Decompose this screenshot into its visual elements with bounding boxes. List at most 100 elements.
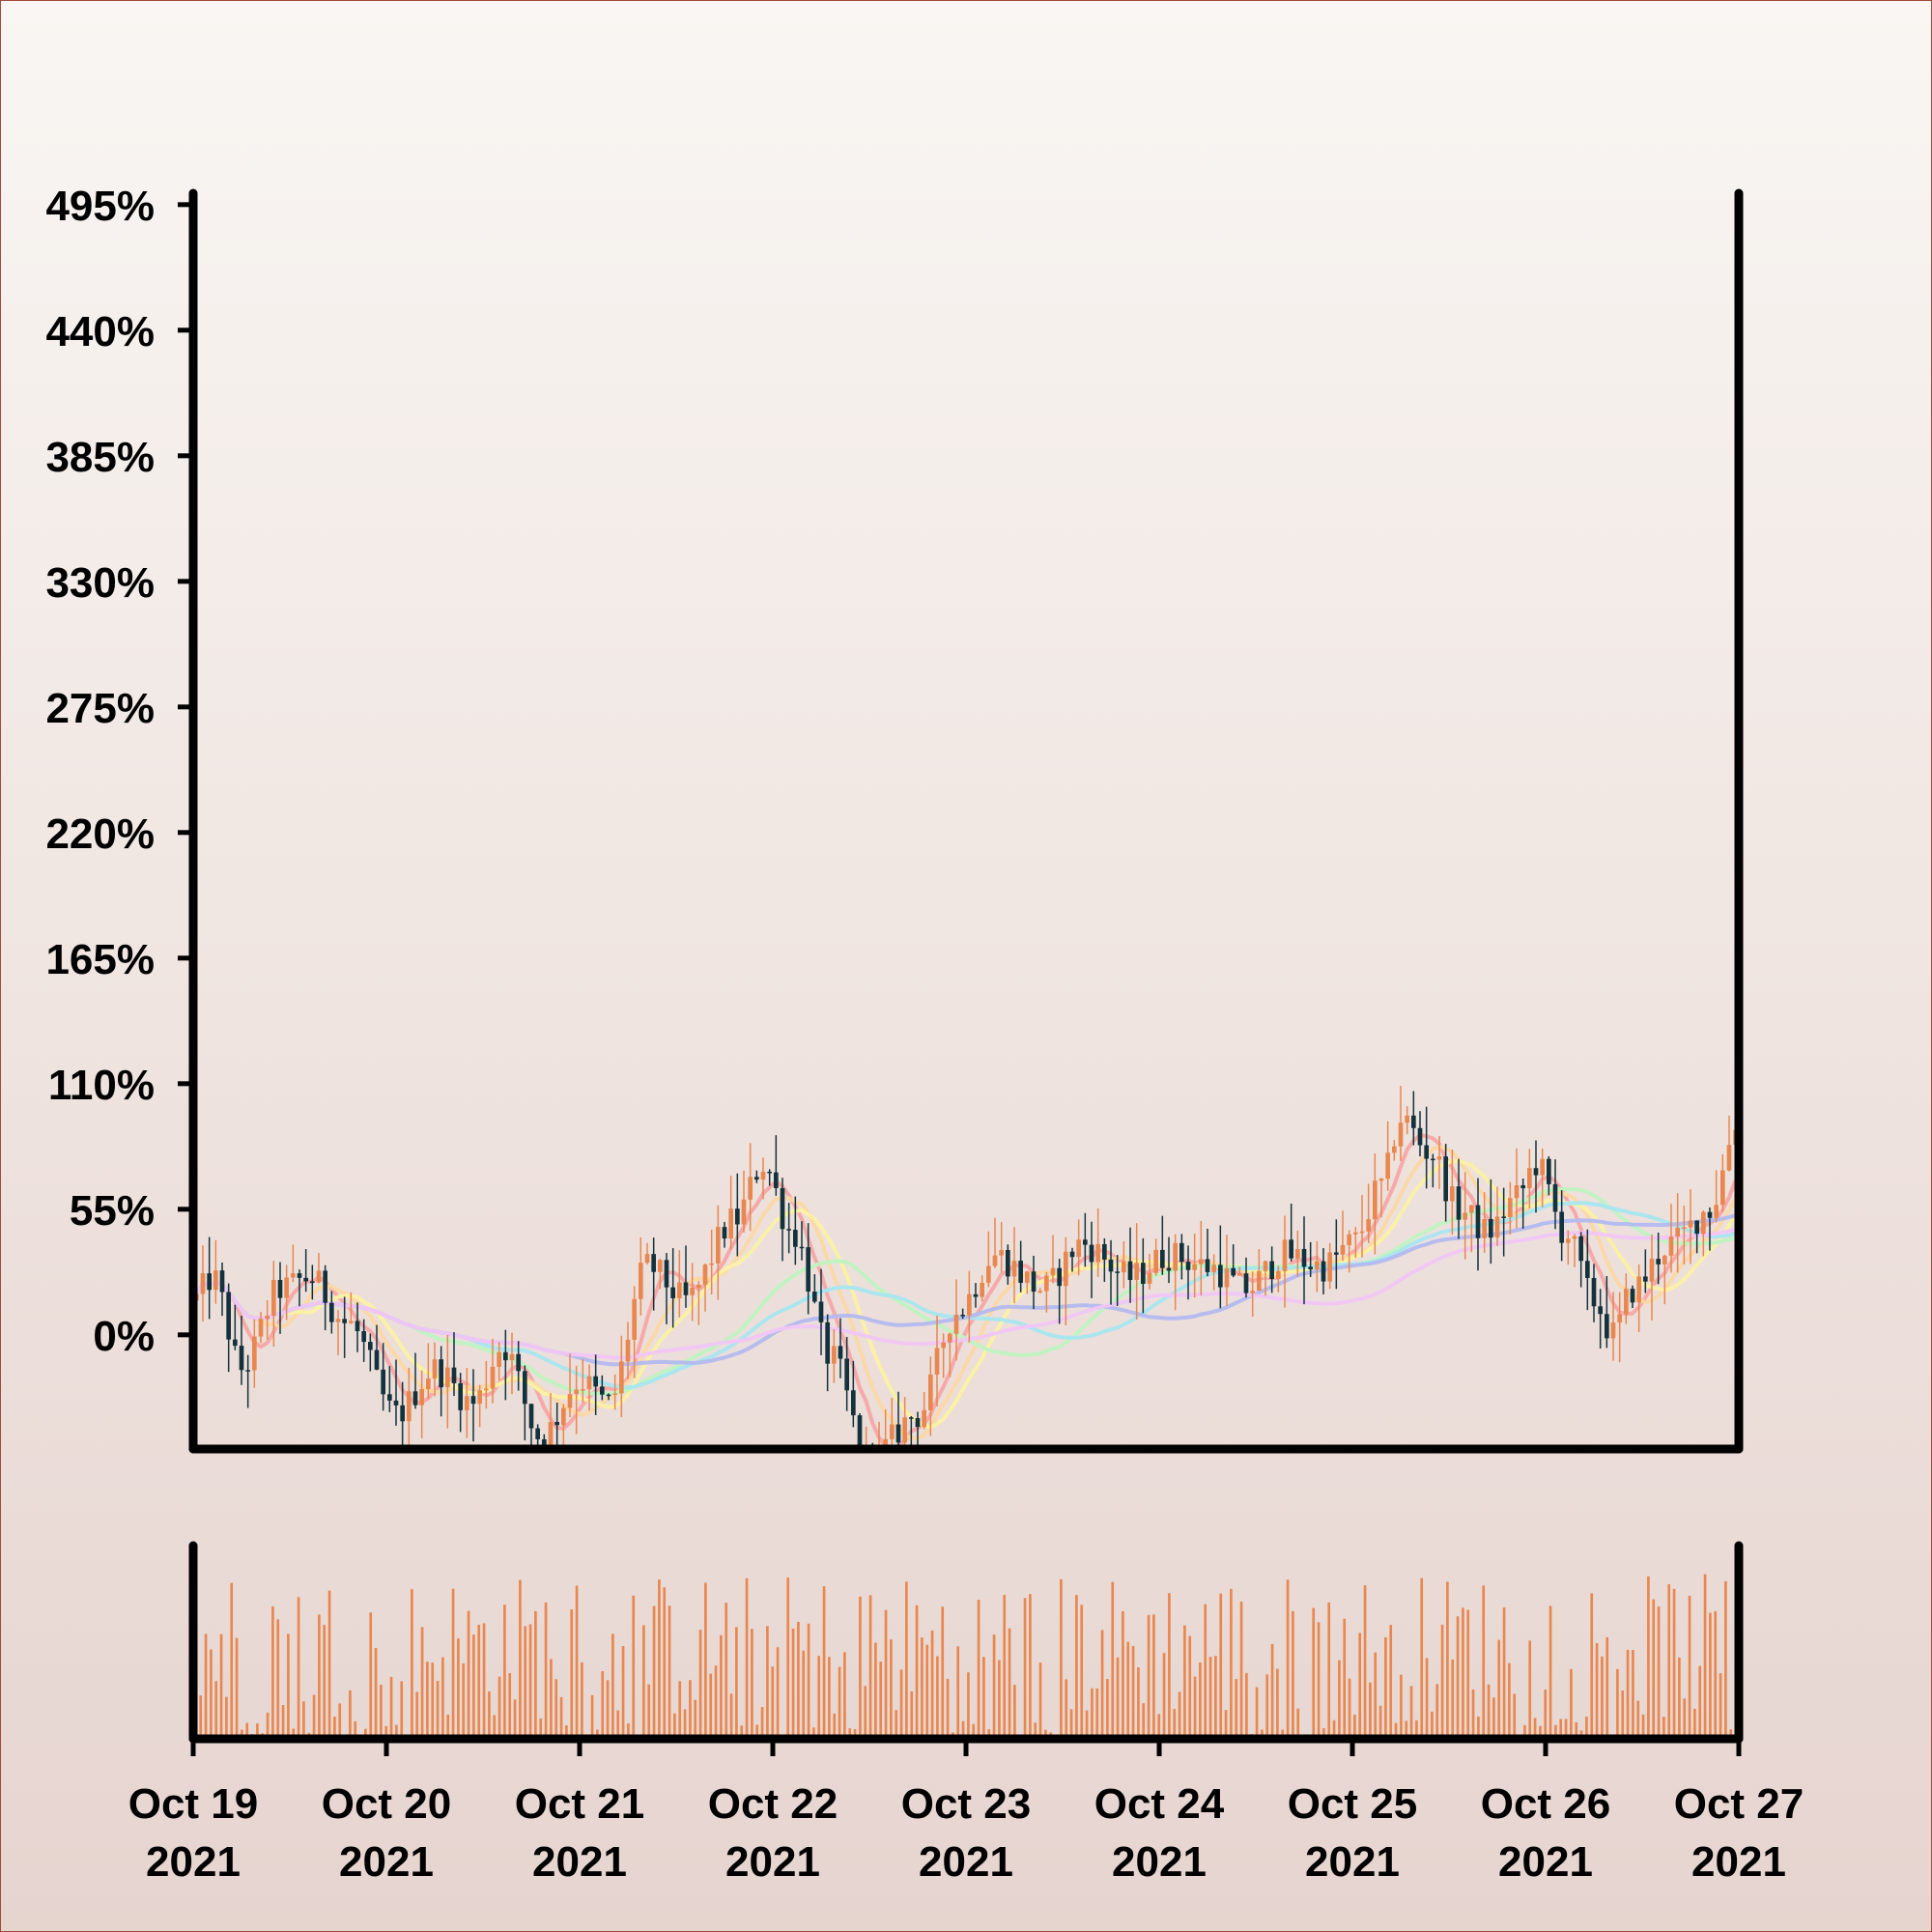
- candle-body: [1037, 1291, 1042, 1293]
- volume-bar: [884, 1609, 888, 1739]
- candle-body: [722, 1227, 727, 1239]
- y-tick-label: 55%: [70, 1187, 155, 1235]
- volume-bar: [977, 1600, 980, 1739]
- candle-body: [1115, 1271, 1120, 1273]
- candle-body: [1199, 1259, 1204, 1264]
- candle-body: [967, 1293, 972, 1316]
- x-tick-label-year: 2021: [1305, 1838, 1400, 1886]
- candle-body: [477, 1390, 482, 1405]
- x-tick-label-date: Oct 27: [1674, 1780, 1804, 1828]
- volume-bar: [1168, 1593, 1171, 1739]
- volume-bar: [632, 1595, 636, 1739]
- candle-body: [851, 1390, 856, 1416]
- volume-bar: [225, 1696, 228, 1739]
- candle-body: [1243, 1273, 1249, 1293]
- volume-bar: [338, 1703, 342, 1739]
- volume-bar: [1714, 1610, 1718, 1739]
- volume-bar: [493, 1715, 497, 1739]
- volume-bar: [1363, 1585, 1367, 1739]
- volume-bar: [868, 1595, 872, 1739]
- y-tick-label: 220%: [45, 810, 155, 858]
- volume-bar: [740, 1725, 744, 1739]
- volume-bar: [1193, 1676, 1197, 1739]
- volume-bar: [1605, 1636, 1609, 1739]
- volume-bar: [528, 1624, 532, 1739]
- volume-bar: [1657, 1606, 1661, 1739]
- volume-bar: [1208, 1657, 1212, 1739]
- volume-bar: [411, 1589, 413, 1739]
- volume-bar: [539, 1718, 543, 1739]
- volume-bar: [241, 1729, 243, 1739]
- candle-body: [1649, 1259, 1655, 1282]
- x-tick-label-year: 2021: [1691, 1838, 1786, 1886]
- candle-body: [1547, 1158, 1551, 1184]
- volume-bar: [1672, 1588, 1676, 1739]
- volume-bar: [1162, 1653, 1166, 1739]
- candle-body: [1585, 1261, 1590, 1278]
- candle-body: [1134, 1263, 1139, 1281]
- candle-body: [207, 1273, 212, 1291]
- x-tick-label-year: 2021: [1498, 1838, 1593, 1886]
- volume-bar: [312, 1694, 316, 1739]
- candle-body: [387, 1394, 392, 1401]
- volume-bar: [1085, 1710, 1089, 1739]
- candle-body: [941, 1342, 946, 1349]
- volume-bar: [817, 1656, 821, 1739]
- candle-body: [960, 1315, 965, 1317]
- volume-bar: [1065, 1679, 1068, 1739]
- candle-body: [1508, 1198, 1513, 1217]
- volume-bar: [647, 1684, 651, 1739]
- candle-body: [1276, 1270, 1281, 1279]
- volume-bar: [214, 1681, 218, 1739]
- volume-bar: [302, 1701, 305, 1739]
- candle-body: [1282, 1239, 1288, 1271]
- candle-body: [980, 1282, 984, 1297]
- volume-bar: [1544, 1689, 1548, 1739]
- candle-body: [1398, 1122, 1404, 1147]
- x-tick-label-date: Oct 21: [515, 1780, 645, 1828]
- volume-bar: [797, 1621, 800, 1739]
- volume-bar: [616, 1710, 620, 1739]
- volume-bar: [544, 1602, 548, 1739]
- volume-bar: [1585, 1717, 1588, 1739]
- volume-bar: [802, 1650, 806, 1739]
- volume-bar: [1188, 1635, 1192, 1739]
- volume-bar: [1111, 1581, 1115, 1739]
- volume-bar: [658, 1579, 661, 1739]
- volume-bar: [1358, 1633, 1362, 1739]
- candle-body: [709, 1263, 714, 1265]
- volume-bar: [323, 1624, 327, 1739]
- candle-body: [1018, 1261, 1023, 1283]
- volume-bar: [843, 1652, 846, 1739]
- candle-body: [1050, 1267, 1056, 1276]
- volume-bar: [457, 1638, 460, 1739]
- volume-bar: [1492, 1697, 1495, 1739]
- volume-bar: [776, 1647, 780, 1739]
- volume-bar: [611, 1634, 614, 1739]
- volume-bar: [1462, 1607, 1464, 1739]
- volume-bar: [1570, 1668, 1573, 1739]
- moving-average-line-2: [194, 1144, 1738, 1441]
- volume-bar: [683, 1709, 687, 1739]
- candle-body: [458, 1382, 463, 1410]
- volume-bar: [1471, 1689, 1475, 1739]
- candle-body: [953, 1315, 959, 1334]
- candle-body: [1694, 1220, 1699, 1235]
- candle-body: [1520, 1184, 1525, 1189]
- candle-body: [683, 1282, 689, 1295]
- candle-body: [1205, 1259, 1210, 1272]
- volume-bar: [554, 1679, 558, 1739]
- volume-bar: [1276, 1668, 1279, 1739]
- volume-bar: [199, 1695, 203, 1739]
- candle-body: [651, 1254, 656, 1272]
- candle-body: [291, 1273, 296, 1278]
- volume-bar: [709, 1673, 713, 1739]
- candle-body: [1353, 1232, 1358, 1235]
- volume-bar: [1230, 1588, 1233, 1739]
- volume-bar: [972, 1723, 976, 1739]
- candle-body: [619, 1361, 624, 1394]
- candle-body: [1591, 1277, 1597, 1307]
- volume-bar: [838, 1666, 841, 1739]
- candle-body: [316, 1270, 322, 1283]
- candle-body: [432, 1359, 438, 1379]
